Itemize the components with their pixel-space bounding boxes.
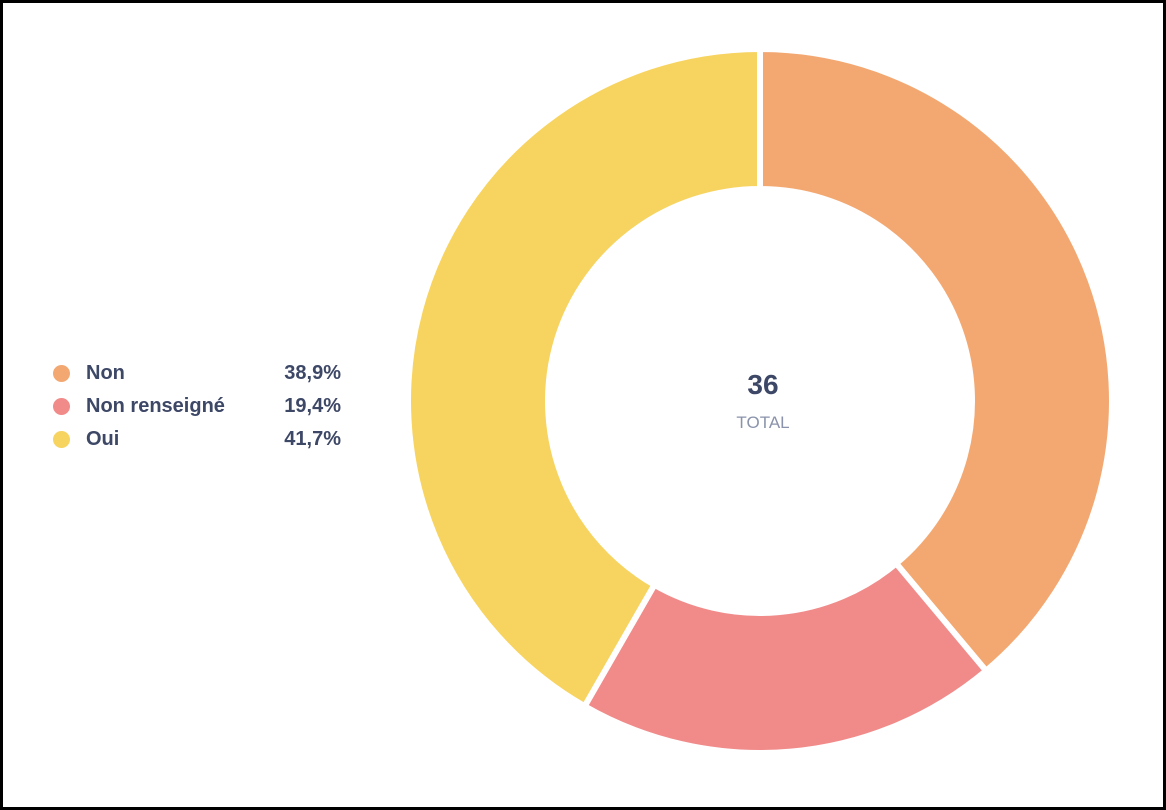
donut-total-label: TOTAL [736, 413, 790, 432]
legend-swatch-non [53, 365, 70, 382]
chart-legend: Non 38,9% Non renseigné 19,4% Oui 41,7% [53, 357, 373, 456]
legend-item-oui[interactable]: Oui 41,7% [53, 423, 373, 456]
donut-slices [405, 45, 1115, 756]
legend-value-non-renseigne: 19,4% [284, 395, 341, 417]
donut-slice-oui[interactable] [405, 45, 763, 711]
legend-item-non[interactable]: Non 38,9% [53, 357, 373, 390]
legend-label-oui: Oui [86, 428, 120, 450]
legend-swatch-oui [53, 431, 70, 448]
legend-item-non-renseigne[interactable]: Non renseigné 19,4% [53, 390, 373, 423]
donut-slice-non-renseigne[interactable] [580, 559, 991, 756]
legend-label-non-renseigne: Non renseigné [86, 395, 225, 417]
legend-value-oui: 41,7% [284, 428, 341, 450]
legend-label-non: Non [86, 362, 125, 384]
donut-slice-non[interactable] [757, 45, 1115, 676]
donut-chart [405, 45, 1115, 756]
legend-swatch-non-renseigne [53, 398, 70, 415]
donut-total-value: 36 [747, 369, 779, 400]
legend-value-non: 38,9% [284, 362, 341, 384]
